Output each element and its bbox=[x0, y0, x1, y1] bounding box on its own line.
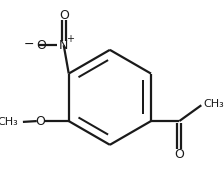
Text: +: + bbox=[66, 34, 74, 44]
Text: O: O bbox=[174, 148, 184, 161]
Text: O: O bbox=[35, 115, 45, 128]
Text: O: O bbox=[37, 39, 47, 52]
Text: −: − bbox=[24, 38, 34, 51]
Text: N: N bbox=[59, 39, 68, 52]
Text: O: O bbox=[59, 9, 69, 22]
Text: CH₃: CH₃ bbox=[0, 117, 18, 127]
Text: CH₃: CH₃ bbox=[203, 99, 224, 109]
